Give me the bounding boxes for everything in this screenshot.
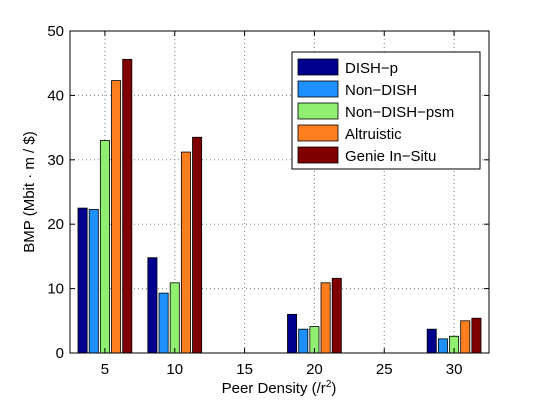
y-tick-label: 20 — [47, 216, 64, 233]
bar — [158, 292, 169, 354]
x-tick-label: 30 — [446, 361, 463, 378]
bar — [192, 136, 203, 354]
x-tick-label: 10 — [166, 361, 183, 378]
bar — [460, 320, 471, 354]
y-tick-label: 40 — [47, 87, 64, 104]
legend-swatch — [297, 58, 339, 76]
legend-label: Non−DISH−psm — [345, 104, 454, 121]
bar — [298, 328, 309, 354]
x-axis-label: Peer Density (/r2) — [222, 379, 337, 397]
x-tick-label: 25 — [376, 361, 393, 378]
legend-label: Genie In−Situ — [345, 148, 436, 165]
bar — [320, 282, 331, 354]
x-axis-label-superscript: 2 — [326, 379, 332, 390]
legend-swatch — [297, 146, 339, 164]
x-tick-label: 15 — [236, 361, 253, 378]
plot-frame — [69, 30, 490, 354]
legend: DISH−p Non−DISH Non−DISH−psm Altruistic Geni… — [291, 51, 481, 170]
bars — [77, 58, 482, 354]
bar — [180, 151, 191, 354]
legend-label: DISH−p — [345, 60, 398, 77]
bar — [437, 338, 448, 354]
legend-swatch — [297, 102, 339, 120]
y-tick-label: 0 — [56, 345, 64, 362]
bar — [471, 317, 482, 354]
legend-label: Altruistic — [345, 126, 402, 143]
bar — [287, 313, 298, 354]
bar — [122, 58, 133, 354]
bar — [88, 208, 99, 354]
x-axis-label-close: ) — [331, 380, 336, 397]
y-tick-label: 10 — [47, 281, 64, 298]
bar — [147, 257, 158, 354]
y-tick-label: 30 — [47, 152, 64, 169]
bar — [99, 140, 110, 354]
bar — [77, 207, 88, 354]
bar — [111, 80, 122, 354]
x-tick-label: 20 — [306, 361, 323, 378]
legend-swatch — [297, 80, 339, 98]
legend-swatch — [297, 124, 339, 142]
axis-ticks: 5 10 15 20 25 30 0 10 20 30 40 50 — [47, 23, 489, 378]
y-axis-label: BMP (Mbit · m / $) — [21, 131, 38, 252]
bar — [169, 282, 180, 354]
bar — [331, 277, 342, 354]
bar — [426, 328, 437, 354]
x-tick-label: 5 — [101, 361, 109, 378]
y-tick-label: 50 — [47, 23, 64, 40]
legend-label: Non−DISH — [345, 82, 417, 99]
